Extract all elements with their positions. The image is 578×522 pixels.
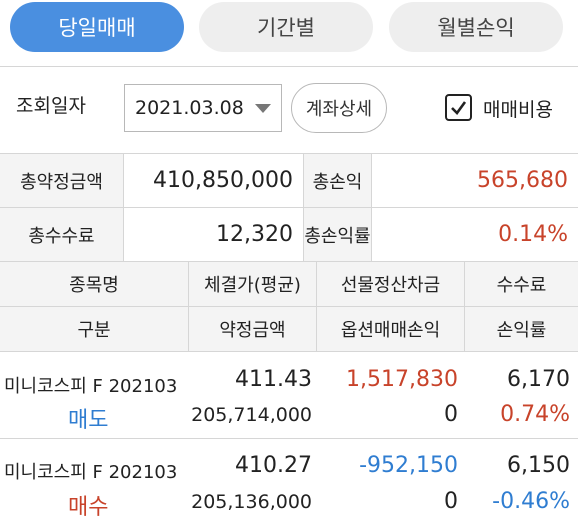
pnl-rate: 0.74% <box>500 402 570 427</box>
header-fee: 수수료 <box>465 262 578 307</box>
total-pnl-rate-value: 0.14% <box>372 208 578 262</box>
futures-settle: 1,517,830 <box>346 367 458 392</box>
date-value: 2021.03.08 <box>135 97 244 119</box>
header-futures-settle: 선물정산차금 <box>317 262 465 307</box>
pnl-rate: -0.46% <box>492 489 570 514</box>
tab-label: 기간별 <box>257 16 315 40</box>
total-fee-label: 총수수료 <box>0 208 124 262</box>
header-contract-amount: 약정금액 <box>189 307 317 352</box>
side-label: 매도 <box>68 408 109 433</box>
date-select[interactable]: 2021.03.08 <box>124 84 282 132</box>
trading-cost-label: 매매비용 <box>483 99 553 121</box>
account-detail-button[interactable]: 계좌상세 <box>291 83 387 133</box>
header-avg-price: 체결가(평균) <box>189 262 317 307</box>
header-pnl-rate: 손익률 <box>465 307 578 352</box>
avg-price: 410.27 <box>235 453 312 478</box>
checkmark-icon <box>451 101 467 115</box>
contract-amount: 205,714,000 <box>191 404 312 426</box>
tab-label: 월별손익 <box>437 16 515 40</box>
divider <box>0 66 578 67</box>
contract-amount: 205,136,000 <box>191 491 312 513</box>
header-item-name: 종목명 <box>0 262 189 307</box>
total-pnl-value: 565,680 <box>372 154 578 208</box>
total-contract-value: 410,850,000 <box>124 154 304 208</box>
futures-settle: -952,150 <box>359 453 458 478</box>
side-label: 매수 <box>68 495 109 520</box>
tab-monthly-pnl[interactable]: 월별손익 <box>389 2 563 52</box>
total-pnl-rate-label: 총손익률 <box>304 208 372 262</box>
tab-label: 당일매매 <box>58 16 136 40</box>
table-row[interactable]: 미니코스피 F 202103 매도 411.43 205,714,000 1,5… <box>0 352 578 438</box>
total-fee-value: 12,320 <box>124 208 304 262</box>
fee: 6,150 <box>507 453 570 478</box>
query-date-label: 조회일자 <box>16 95 86 117</box>
tab-daily-trade[interactable]: 당일매매 <box>10 2 184 52</box>
query-bar: 조회일자 2021.03.08 계좌상세 매매비용 <box>0 67 578 153</box>
header-side: 구분 <box>0 307 189 352</box>
item-name: 미니코스피 F 202103 <box>4 376 178 397</box>
account-detail-label: 계좌상세 <box>305 99 373 120</box>
item-name: 미니코스피 F 202103 <box>4 462 178 483</box>
trading-cost-checkbox[interactable] <box>445 94 472 121</box>
divider <box>0 438 578 439</box>
header-option-pnl: 옵션매매손익 <box>317 307 465 352</box>
total-contract-label: 총약정금액 <box>0 154 124 208</box>
summary-grid: 총약정금액 410,850,000 총손익 565,680 총수수료 12,32… <box>0 154 578 262</box>
divider <box>0 153 578 154</box>
avg-price: 411.43 <box>235 367 312 392</box>
tab-period[interactable]: 기간별 <box>199 2 373 52</box>
option-pnl: 0 <box>444 402 458 427</box>
table-row[interactable]: 미니코스피 F 202103 매수 410.27 205,136,000 -95… <box>0 439 578 522</box>
fee: 6,170 <box>507 367 570 392</box>
period-tabs: 당일매매 기간별 월별손익 <box>0 0 578 66</box>
option-pnl: 0 <box>444 489 458 514</box>
chevron-down-icon <box>255 104 271 113</box>
total-pnl-label: 총손익 <box>304 154 372 208</box>
table-header: 종목명 체결가(평균) 선물정산차금 수수료 구분 약정금액 옵션매매손익 손익… <box>0 262 578 352</box>
